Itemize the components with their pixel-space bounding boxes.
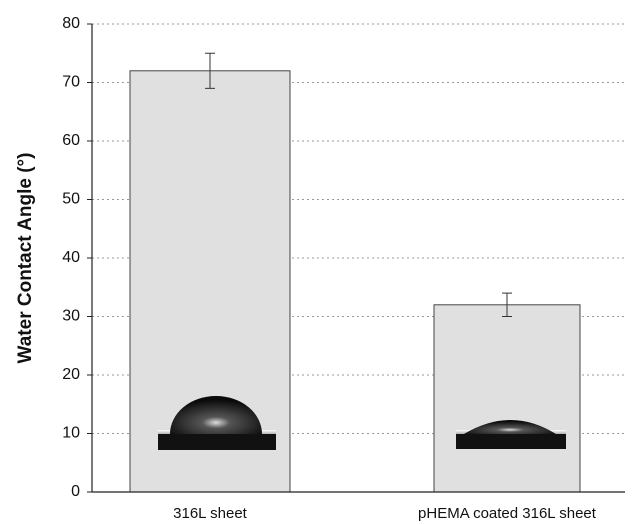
y-tick-label: 50 (62, 191, 80, 208)
droplet-image-1 (158, 396, 276, 450)
y-tick-label: 80 (62, 15, 80, 32)
error-bar (205, 52, 215, 89)
bar (433, 304, 581, 493)
y-tick-label: 20 (62, 366, 80, 383)
y-tick-label: 70 (62, 74, 80, 91)
x-tick-label: pHEMA coated 316L sheet (418, 505, 597, 522)
y-axis-label: Water Contact Angle (°) (15, 153, 36, 364)
y-tick-label: 40 (62, 249, 80, 266)
error-bar (502, 292, 512, 317)
y-tick-label: 0 (71, 483, 80, 500)
y-tick-label: 60 (62, 132, 80, 149)
y-tick-label: 30 (62, 308, 80, 325)
droplet-image-2 (456, 420, 566, 449)
y-tick-label: 10 (62, 425, 80, 442)
x-tick-label: 316L sheet (173, 505, 248, 522)
